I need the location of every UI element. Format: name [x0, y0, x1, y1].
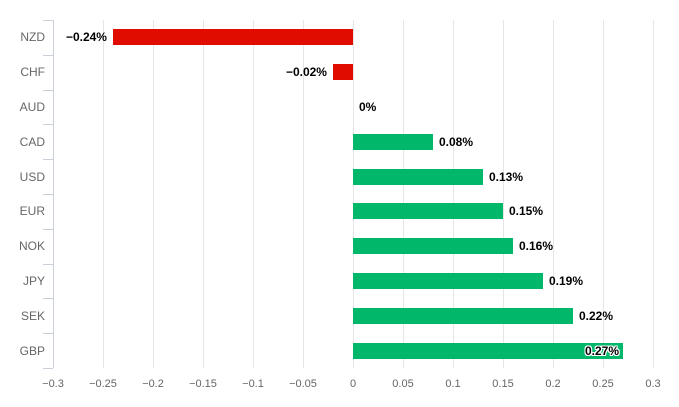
y-axis-line — [53, 20, 54, 368]
category-label-usd: USD — [19, 169, 45, 184]
category-label-cad: CAD — [19, 134, 45, 149]
bar-cad[interactable] — [353, 133, 433, 150]
gridline — [653, 20, 654, 368]
x-axis-label: 0.2 — [545, 378, 561, 390]
category-label-chf: CHF — [20, 65, 45, 80]
y-axis-tick — [43, 368, 53, 369]
category-label-aud: AUD — [19, 100, 45, 114]
bar-gbp[interactable] — [353, 342, 623, 359]
x-axis-label: −0.05 — [289, 378, 317, 390]
x-axis-label: −0.2 — [142, 378, 164, 390]
gridline — [103, 20, 104, 368]
value-label-chf: −0.02% — [285, 65, 327, 80]
value-label-jpy: 0.19% — [549, 274, 584, 288]
value-label-eur: 0.15% — [509, 204, 544, 219]
gridline — [353, 20, 354, 368]
gridline — [453, 20, 454, 368]
x-axis-label: 0.05 — [392, 378, 414, 390]
value-label-sek: 0.22% — [579, 308, 614, 323]
x-axis-label: −0.15 — [189, 378, 217, 390]
value-label-cad: 0.08% — [439, 134, 474, 149]
value-label-usd: 0.13% — [489, 169, 524, 184]
gridline — [603, 20, 604, 368]
y-axis-tick — [43, 298, 53, 300]
y-axis-tick — [43, 54, 53, 56]
gridline — [203, 20, 204, 368]
y-axis-tick — [43, 228, 53, 230]
x-axis-label: −0.1 — [242, 378, 264, 390]
y-axis-tick — [43, 20, 53, 21]
x-axis-label: 0.1 — [445, 378, 461, 390]
bar-nok[interactable] — [353, 238, 513, 255]
y-axis-tick — [43, 263, 53, 265]
bar-nzd[interactable] — [113, 29, 353, 46]
bar-eur[interactable] — [353, 203, 503, 220]
y-axis-tick — [43, 194, 53, 195]
category-label-sek: SEK — [20, 308, 45, 323]
category-label-jpy: JPY — [22, 274, 45, 288]
x-axis-label: 0.15 — [492, 378, 514, 390]
y-axis-tick — [43, 124, 53, 126]
x-axis-label: 0 — [349, 378, 357, 390]
gridline — [553, 20, 554, 368]
value-label-aud: 0% — [359, 100, 377, 114]
x-axis-label: −0.3 — [42, 378, 64, 390]
category-label-nok: NOK — [18, 239, 45, 254]
value-label-gbp: 0.27% — [584, 343, 619, 358]
gridline — [303, 20, 304, 368]
value-label-nzd: −0.24% — [65, 30, 107, 45]
y-axis-tick — [43, 159, 53, 161]
category-label-gbp: GBP — [19, 343, 45, 358]
value-label-nok: 0.16% — [519, 239, 554, 254]
category-label-nzd: NZD — [20, 30, 45, 45]
bar-sek[interactable] — [353, 307, 573, 324]
bar-usd[interactable] — [353, 168, 483, 185]
x-axis-label: −0.25 — [89, 378, 117, 390]
gridline — [153, 20, 154, 368]
category-label-eur: EUR — [19, 204, 45, 219]
y-axis-tick — [43, 333, 53, 335]
x-axis-label: 0.3 — [645, 378, 661, 390]
gridline — [403, 20, 404, 368]
bar-chf[interactable] — [333, 64, 353, 81]
bar-jpy[interactable] — [353, 273, 543, 289]
x-axis-label: 0.25 — [592, 378, 614, 390]
gridline — [253, 20, 254, 368]
gridline — [503, 20, 504, 368]
y-axis-tick — [43, 89, 53, 91]
